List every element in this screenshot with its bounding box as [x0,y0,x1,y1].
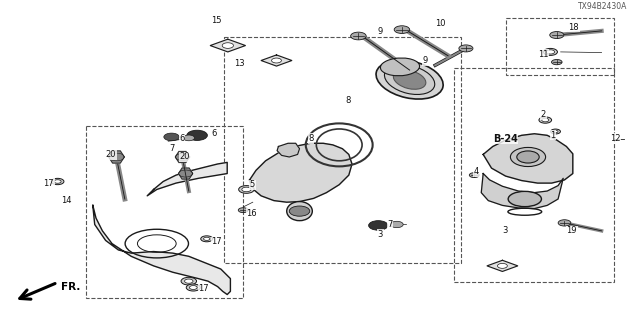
Circle shape [369,221,388,230]
Circle shape [469,173,479,178]
Text: 20: 20 [106,150,116,159]
Circle shape [186,284,200,291]
Circle shape [238,208,248,212]
Text: 17: 17 [44,179,54,188]
Circle shape [558,220,571,226]
Text: 9: 9 [422,56,428,65]
Ellipse shape [380,58,420,76]
Text: 12: 12 [611,134,621,143]
Text: 9: 9 [378,27,383,36]
Text: 15: 15 [211,16,221,25]
Polygon shape [481,173,563,209]
Ellipse shape [385,65,435,94]
Text: 16: 16 [246,209,257,218]
Text: 11: 11 [538,50,548,59]
Circle shape [183,135,195,141]
Text: 1: 1 [550,131,556,140]
Text: 4: 4 [474,167,479,176]
Bar [224,36,461,263]
Circle shape [239,186,254,193]
Polygon shape [175,151,189,163]
Circle shape [189,285,197,290]
Circle shape [204,237,210,240]
Circle shape [553,130,558,133]
Text: 8: 8 [308,134,314,143]
Circle shape [201,236,212,242]
Circle shape [546,50,555,54]
Text: 14: 14 [61,196,71,205]
Polygon shape [147,162,227,196]
Circle shape [242,187,251,192]
Circle shape [271,58,282,63]
Circle shape [187,130,207,140]
Circle shape [539,117,552,123]
Circle shape [164,133,179,141]
Polygon shape [210,39,246,52]
Text: 3: 3 [502,226,508,235]
Polygon shape [487,260,518,271]
Ellipse shape [508,191,541,207]
Text: B-24: B-24 [493,133,518,143]
Circle shape [54,180,61,183]
Bar [454,68,614,282]
Polygon shape [483,134,573,183]
Circle shape [222,43,234,48]
Circle shape [181,277,196,285]
Ellipse shape [287,202,312,221]
Text: 17: 17 [198,284,209,293]
Polygon shape [109,151,124,163]
Polygon shape [179,168,193,179]
Ellipse shape [517,151,540,163]
Ellipse shape [376,60,443,99]
Text: 2: 2 [541,110,546,119]
Circle shape [390,221,403,228]
Text: 7: 7 [170,144,175,153]
Circle shape [552,60,562,65]
Text: 6: 6 [179,134,184,143]
Text: 6: 6 [211,129,216,138]
Circle shape [184,279,193,283]
Circle shape [394,26,410,34]
Circle shape [550,32,564,38]
Text: 13: 13 [234,59,244,68]
Text: 5: 5 [250,180,255,189]
Text: 20: 20 [179,153,189,162]
Text: 7: 7 [387,220,392,229]
Polygon shape [261,55,292,66]
Bar [506,18,614,75]
Text: TX94B2430A: TX94B2430A [578,2,627,11]
Polygon shape [277,143,300,157]
Circle shape [541,118,548,122]
Polygon shape [250,143,352,202]
Text: 19: 19 [566,226,577,235]
Circle shape [459,45,473,52]
Circle shape [289,206,310,216]
Circle shape [497,263,508,268]
Text: 10: 10 [435,19,445,28]
Text: FR.: FR. [61,282,80,292]
Circle shape [351,32,366,40]
Ellipse shape [511,148,545,166]
Ellipse shape [394,70,426,89]
Text: 17: 17 [211,237,222,246]
Text: 8: 8 [346,96,351,105]
Circle shape [51,178,64,185]
Text: 3: 3 [378,229,383,238]
Circle shape [543,48,557,55]
Circle shape [550,129,561,134]
Bar [86,126,243,298]
Polygon shape [93,205,230,294]
Text: 18: 18 [568,23,579,32]
